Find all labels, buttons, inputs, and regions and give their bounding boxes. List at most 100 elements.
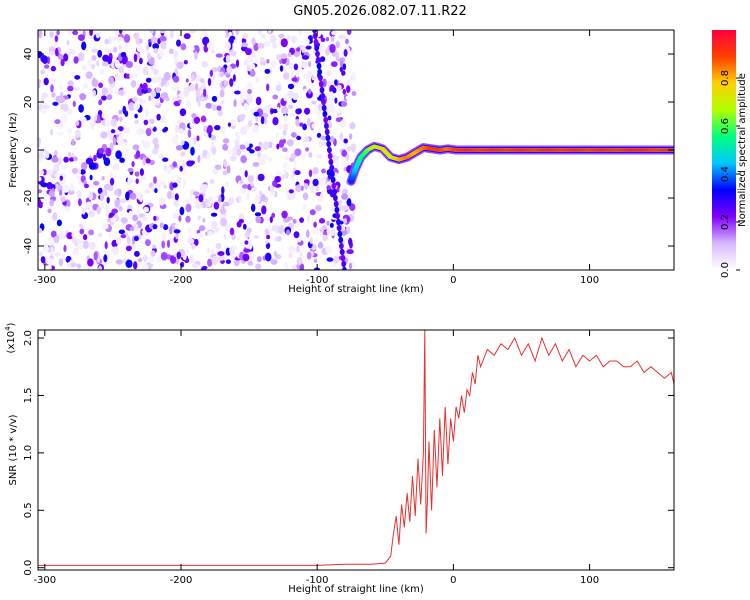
heatmap-cell <box>61 113 68 122</box>
heatmap-cell <box>338 34 346 40</box>
heatmap-cell <box>202 133 210 138</box>
heatmap-cell <box>296 47 300 52</box>
heatmap-cell <box>78 104 84 113</box>
heatmap-cell <box>188 30 197 34</box>
streak-cell <box>324 128 330 136</box>
heatmap-cell <box>96 60 100 67</box>
heatmap-cell <box>207 77 212 87</box>
heatmap-cell <box>251 187 257 192</box>
heatmap-cell <box>173 75 180 83</box>
heatmap-cell <box>246 192 250 201</box>
heatmap-cell <box>62 184 70 193</box>
heatmap-cell <box>222 143 229 151</box>
heatmap-cell <box>42 104 50 110</box>
heatmap-cell <box>229 155 237 162</box>
heatmap-cell <box>332 87 337 94</box>
heatmap-cell <box>294 148 302 157</box>
heatmap-cell <box>222 214 227 219</box>
heatmap-cell <box>190 243 196 250</box>
heatmap-cell <box>48 190 55 198</box>
heatmap-cell <box>48 51 55 56</box>
heatmap-cell <box>44 64 50 69</box>
heatmap-cell <box>339 132 344 141</box>
heatmap-cell <box>221 203 225 213</box>
heatmap-cell <box>235 133 241 142</box>
heatmap-cell <box>60 164 67 170</box>
heatmap-cell <box>277 225 284 235</box>
heatmap-cell <box>286 34 291 40</box>
heatmap-cell <box>88 229 95 236</box>
heatmap-cell <box>317 103 323 111</box>
heatmap-cell <box>215 53 223 58</box>
heatmap-cell <box>329 43 336 53</box>
heatmap-cell <box>315 109 322 116</box>
svg-text:(x104): (x104) <box>4 322 17 353</box>
heatmap-cell <box>321 168 326 174</box>
heatmap-cell <box>140 139 146 144</box>
heatmap-cell <box>125 61 133 68</box>
heatmap-cell <box>249 70 256 77</box>
heatmap-cell <box>169 225 173 235</box>
heatmap-cell <box>239 180 244 185</box>
heatmap-cell <box>103 188 108 196</box>
heatmap-cell <box>300 185 304 191</box>
heatmap-cell <box>348 237 353 246</box>
streak-cell <box>342 266 347 270</box>
heatmap-cell <box>253 111 260 117</box>
heatmap-cell <box>194 82 199 91</box>
heatmap-cell <box>215 243 222 250</box>
heatmap-cell <box>306 214 311 223</box>
heatmap-cell <box>260 116 265 125</box>
heatmap-cell <box>309 237 314 244</box>
heatmap-cell <box>171 136 178 144</box>
y-tick-label: 1.5 <box>23 388 34 404</box>
x-tick-label: 100 <box>580 275 599 286</box>
heatmap-cell <box>209 178 215 185</box>
heatmap-cell <box>265 252 272 262</box>
heatmap-cell <box>54 35 59 43</box>
heatmap-cell <box>81 207 86 215</box>
heatmap-cell <box>330 228 336 237</box>
heatmap-cell <box>178 128 184 135</box>
heatmap-cell <box>165 166 172 173</box>
heatmap-cell <box>256 256 262 263</box>
heatmap-cell <box>242 33 249 40</box>
heatmap-cell <box>260 33 266 39</box>
heatmap-cell <box>211 255 218 265</box>
heatmap-cell <box>114 189 118 196</box>
heatmap-cell <box>113 30 119 37</box>
heatmap-cell <box>198 194 204 203</box>
heatmap-cell <box>91 79 99 87</box>
heatmap-cell <box>307 117 311 127</box>
heatmap-cell <box>73 86 81 91</box>
heatmap-cell <box>337 199 343 204</box>
heatmap-cell <box>166 239 171 248</box>
streak-cell <box>321 104 327 112</box>
heatmap-cell <box>124 110 129 117</box>
heatmap-cell <box>67 30 72 35</box>
heatmap-cell <box>55 183 59 190</box>
heatmap-cell <box>266 83 270 92</box>
heatmap-cell <box>91 48 98 53</box>
heatmap-cell <box>89 174 93 181</box>
heatmap-cell <box>245 48 252 56</box>
heatmap-cell <box>222 170 228 176</box>
heatmap-cell <box>288 104 294 110</box>
x-tick-label: 0 <box>450 275 456 286</box>
heatmap-cell <box>52 212 58 221</box>
heatmap-cell <box>82 82 88 90</box>
streak-cell <box>331 182 337 190</box>
heatmap-cell <box>288 252 293 259</box>
heatmap-cell <box>316 154 323 159</box>
heatmap-cell <box>267 141 273 149</box>
heatmap-cell <box>154 100 160 106</box>
heatmap-cell <box>244 140 250 148</box>
heatmap-cell <box>82 234 88 241</box>
heatmap-cell <box>332 156 340 161</box>
heatmap-cell <box>61 253 66 261</box>
heatmap-cell <box>191 113 197 119</box>
heatmap-cell <box>293 231 300 239</box>
heatmap-cell <box>203 88 207 98</box>
heatmap-cell <box>91 55 97 61</box>
colorbar-tick-label: 0.4 <box>720 166 731 182</box>
